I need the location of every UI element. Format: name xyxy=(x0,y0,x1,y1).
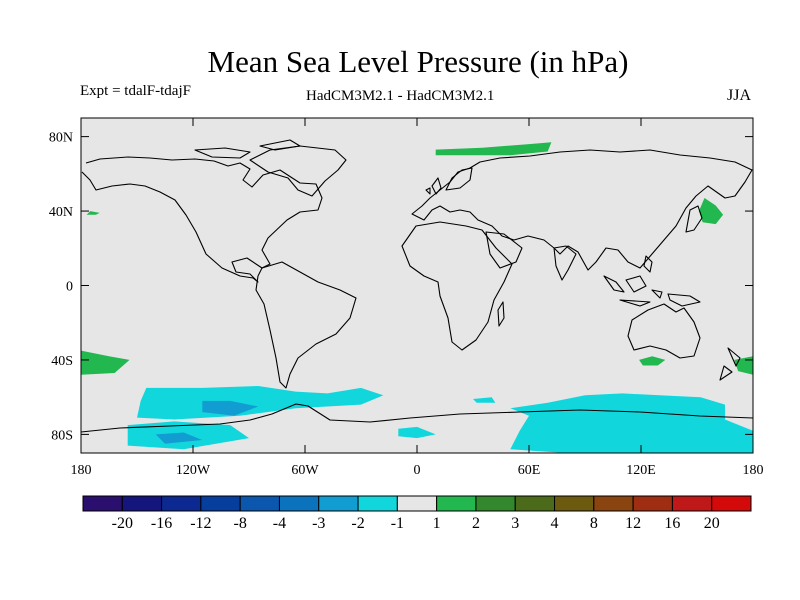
anomaly-amundsen-core xyxy=(202,400,259,416)
colorbar-label: -2 xyxy=(351,515,364,532)
colorbar-box xyxy=(82,495,123,512)
x-tick-label: 0 xyxy=(414,463,421,478)
y-tick-label: 80S xyxy=(51,428,73,443)
coastlines xyxy=(81,139,753,433)
coastline-antarctica xyxy=(81,403,753,433)
colorbar-box xyxy=(396,495,438,512)
colorbar-box xyxy=(161,495,202,512)
anomaly-layer xyxy=(81,142,753,453)
anomaly-ross-core xyxy=(155,432,203,444)
colorbar-label: -20 xyxy=(112,515,133,532)
season-label: JJA xyxy=(727,87,752,104)
colorbar-label: 16 xyxy=(664,515,680,532)
x-tick-label: 60W xyxy=(291,463,319,478)
colorbar-box xyxy=(357,495,398,512)
x-tick-label: 180 xyxy=(71,463,92,478)
colorbar-label: 3 xyxy=(511,515,519,532)
coastline-india xyxy=(553,245,577,281)
colorbar-box xyxy=(593,495,634,512)
colorbar-box xyxy=(318,495,359,512)
anomaly-weddell-negative xyxy=(398,426,436,439)
colorbar-label: 12 xyxy=(625,515,641,532)
colorbar-label: -12 xyxy=(190,515,211,532)
anomaly-amundsen-negative xyxy=(137,386,384,420)
colorbar-box xyxy=(475,495,516,512)
colorbar-label: -1 xyxy=(391,515,404,532)
x-tick-label: 120E xyxy=(626,463,656,478)
colorbar-box xyxy=(632,495,673,512)
coastline-arctic-islands xyxy=(194,139,301,159)
coastline-arabia xyxy=(485,231,523,269)
x-tick-label: 60E xyxy=(518,463,541,478)
anomaly-east-antarctic-negative xyxy=(510,393,753,453)
colorbar-box xyxy=(239,495,280,512)
coastline-north-america xyxy=(81,156,323,283)
coastline-new-zealand xyxy=(719,347,741,381)
coastline-australia xyxy=(627,303,701,359)
x-tick-label: 120W xyxy=(176,463,211,478)
colorbar-label: -4 xyxy=(273,515,286,532)
colorbar: -20 -16 -12 -8 -4 -3 -2 -1 1 2 3 4 8 12 16 20 xyxy=(82,495,752,532)
colorbar-box xyxy=(514,495,556,512)
y-tick-label: 40N xyxy=(49,205,73,220)
coastline-british-isles xyxy=(425,177,442,195)
anomaly-australia-south-positive xyxy=(639,356,666,366)
coastline-eurasia xyxy=(411,149,753,271)
colorbar-box xyxy=(121,495,163,512)
y-tick-label: 0 xyxy=(66,280,73,295)
anomaly-pacific-sw-positive xyxy=(81,350,130,375)
y-tick-label: 40S xyxy=(51,354,73,369)
coastline-south-america xyxy=(255,261,357,389)
colorbar-label: 8 xyxy=(590,515,598,532)
colorbar-box xyxy=(278,495,320,512)
colorbar-label: 2 xyxy=(472,515,480,532)
x-tick-label: 180 xyxy=(743,463,764,478)
colorbar-label: -8 xyxy=(234,515,247,532)
chart-title: Mean Sea Level Pressure (in hPa) xyxy=(207,44,629,79)
coastline-maritime xyxy=(603,255,701,307)
coastline-scandinavia xyxy=(445,167,473,191)
y-tick-label: 80N xyxy=(49,131,73,146)
colorbar-label: 1 xyxy=(433,515,441,532)
coastline-madagascar xyxy=(497,301,505,327)
experiment-label: Expt = tdalF-tdajF xyxy=(80,83,191,99)
colorbar-box xyxy=(200,495,241,512)
colorbar-box xyxy=(436,495,477,512)
colorbar-box xyxy=(711,495,752,512)
coastline-africa xyxy=(401,221,513,351)
anomaly-barents-positive xyxy=(435,142,552,156)
colorbar-label: -16 xyxy=(151,515,172,532)
colorbar-label: 20 xyxy=(704,515,720,532)
axis-ticks: 180 120W 60W 0 60E 120E 180 80N 40N 0 40S 80S xyxy=(49,118,764,478)
anomaly-kamchatka-positive xyxy=(698,198,724,225)
coastline-japan xyxy=(685,205,703,233)
anomaly-africa-south-negative xyxy=(473,397,496,403)
colorbar-label: 4 xyxy=(551,515,559,532)
model-label: HadCM3M2.1 - HadCM3M2.1 xyxy=(306,88,495,104)
colorbar-box xyxy=(671,495,713,512)
anomaly-north-pacific-positive xyxy=(86,211,100,215)
colorbar-box xyxy=(554,495,595,512)
colorbar-label: -3 xyxy=(312,515,325,532)
